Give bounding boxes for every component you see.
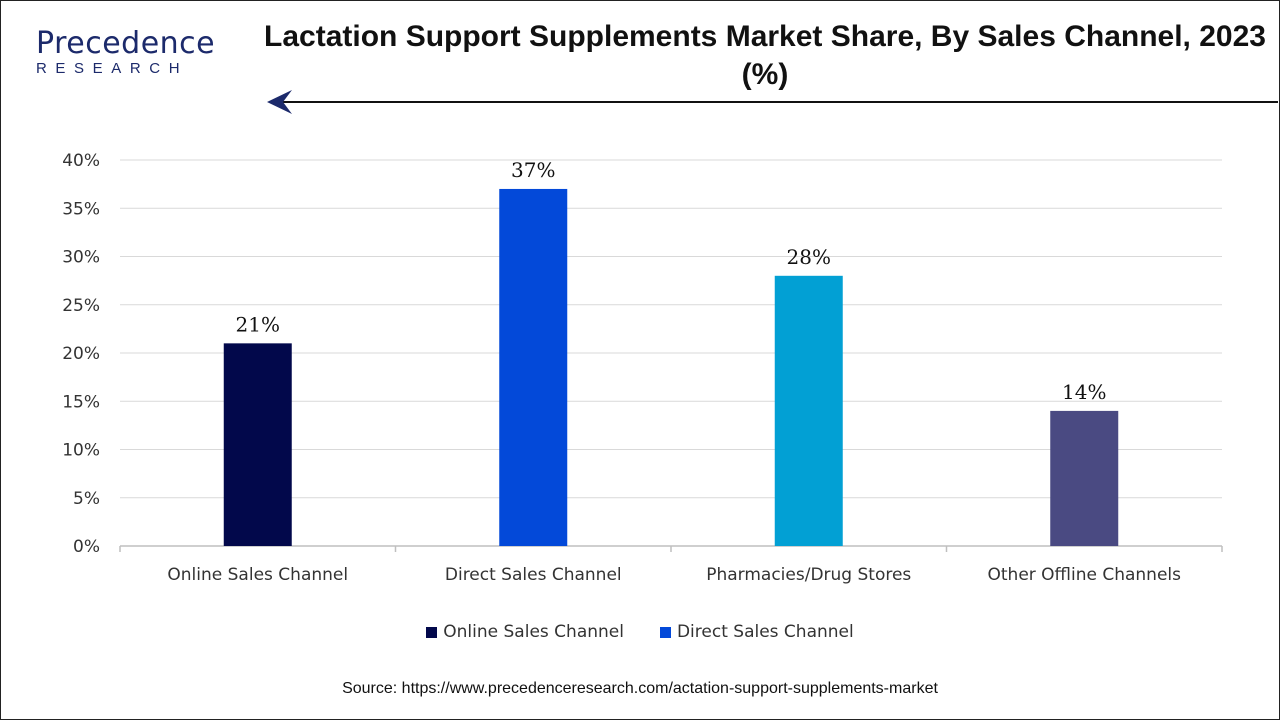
chart-legend: Online Sales Channel Direct Sales Channe… [0, 620, 1280, 644]
legend-item-online: Online Sales Channel [426, 620, 624, 644]
y-tick-label: 35% [62, 199, 100, 219]
logo-subtitle: RESEARCH [36, 60, 189, 77]
data-label: 28% [787, 245, 831, 269]
legend-swatch [659, 626, 671, 638]
y-tick-label: 5% [73, 489, 100, 509]
bar [1050, 410, 1119, 546]
bar [499, 188, 568, 546]
legend-item-direct: Direct Sales Channel [659, 620, 854, 644]
x-tick-label: Direct Sales Channel [445, 565, 622, 585]
logo-wordmark: Precedence [36, 26, 216, 61]
y-tick-label: 25% [62, 296, 100, 316]
title-underline [280, 101, 1278, 103]
source-note: Source: https://www.precedenceresearch.c… [342, 680, 938, 697]
x-tick-label: Pharmacies/Drug Stores [706, 565, 911, 585]
legend-swatch [426, 626, 438, 638]
chart-title: Lactation Support Supplements Market Sha… [264, 20, 1266, 91]
legend-label: Direct Sales Channel [676, 622, 854, 642]
y-tick-label: 30% [62, 248, 100, 268]
arrow-left-icon [267, 90, 292, 114]
y-tick-label: 40% [62, 151, 100, 171]
x-tick-label: Online Sales Channel [167, 565, 348, 585]
y-tick-label: 0% [73, 537, 100, 557]
brand-logo: Precedence RESEARCH [30, 26, 230, 86]
y-tick-label: 15% [62, 392, 100, 412]
y-tick-label: 10% [62, 441, 100, 461]
x-tick-label: Other Offline Channels [988, 565, 1182, 585]
data-label: 37% [511, 158, 555, 182]
y-tick-label: 20% [62, 344, 100, 364]
data-label: 14% [1062, 380, 1106, 404]
data-label: 21% [236, 312, 280, 336]
bar [223, 343, 292, 546]
bar [774, 275, 843, 546]
legend-label: Online Sales Channel [443, 622, 624, 642]
